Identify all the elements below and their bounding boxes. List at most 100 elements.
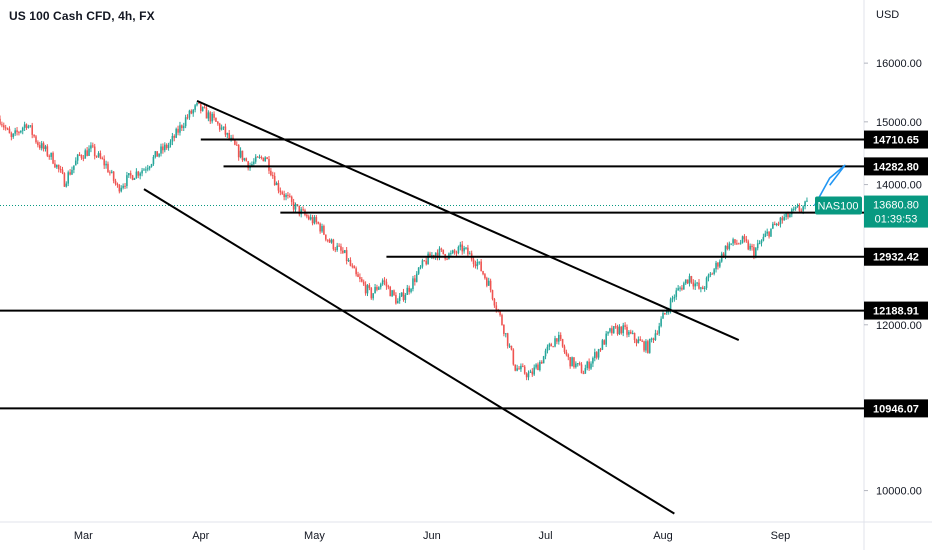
candle-body [628, 331, 630, 335]
candle-body [658, 326, 661, 334]
candle-body [141, 170, 143, 174]
candle-body [290, 196, 293, 202]
candle-body [199, 103, 202, 111]
candle-body [478, 261, 481, 263]
candle-body [0, 118, 1, 125]
candle-body [109, 172, 111, 174]
x-tick-label: Jul [539, 530, 553, 542]
candle-body [133, 178, 136, 180]
candle-body [313, 217, 316, 224]
candle-body [275, 183, 278, 186]
candle-body [124, 185, 126, 187]
candle-body [169, 141, 172, 145]
candle-body [355, 268, 357, 275]
candle-body [389, 286, 392, 297]
candle-body [692, 282, 695, 287]
candle-body [126, 175, 128, 186]
candle-body [361, 279, 363, 282]
candle-body [116, 183, 119, 186]
candle-body [486, 278, 488, 286]
candle-body [559, 334, 562, 340]
candle-body [527, 372, 530, 378]
candle-body [2, 125, 5, 128]
candle-body [681, 287, 683, 290]
candle-body [179, 125, 181, 133]
candle-body [103, 158, 105, 166]
candle-body [145, 169, 147, 171]
candle-body [516, 368, 518, 371]
candle-body [635, 340, 638, 344]
candle-body [245, 158, 248, 162]
candle-body [616, 326, 619, 335]
level-label-bg [864, 301, 928, 320]
candle-body [648, 338, 651, 353]
candle-body [741, 236, 744, 243]
candle-body [135, 171, 138, 179]
candle-body [410, 288, 412, 292]
candle-body [669, 299, 672, 312]
candle-body [326, 239, 329, 241]
candle-body [491, 290, 494, 299]
candle-body [52, 152, 54, 164]
candle-body [578, 363, 581, 365]
candle-body [44, 146, 47, 149]
candle-body [302, 209, 304, 211]
candle-body [576, 363, 579, 365]
candle-body [652, 338, 655, 340]
candle-body [575, 363, 577, 368]
candle-body [90, 145, 92, 149]
level-label: 14282.80 [873, 161, 919, 173]
candle-body [37, 142, 39, 146]
candle-body [289, 195, 291, 197]
candle-body [429, 253, 431, 258]
candle-body [31, 125, 34, 135]
candle-body [315, 217, 318, 223]
candle-body [554, 338, 556, 347]
candle-body [789, 214, 791, 218]
candle-body [425, 260, 428, 265]
candle-body [660, 318, 662, 327]
candle-body [745, 239, 748, 242]
candle-body [139, 173, 141, 176]
candle-body [148, 166, 151, 169]
candle-body [650, 338, 653, 340]
candle-body [743, 236, 746, 240]
candle-body [86, 150, 88, 156]
candle-body [677, 288, 679, 291]
candle-body [760, 240, 763, 244]
candle-body [679, 287, 681, 289]
candle-body [453, 250, 456, 253]
candle-body [306, 214, 308, 217]
candle-body [609, 328, 611, 332]
candle-body [639, 339, 642, 341]
candle-body [764, 233, 767, 237]
candle-body [48, 155, 51, 157]
candle-body [234, 140, 236, 145]
symbol-title: US 100 Cash CFD, 4h, FX [9, 9, 155, 23]
candle-body [241, 150, 244, 161]
candle-body [84, 150, 87, 159]
candle-body [78, 154, 81, 156]
candle-body [683, 283, 685, 290]
candle-body [662, 312, 664, 319]
candle-body [719, 261, 721, 267]
candle-body [436, 252, 439, 258]
candle-body [737, 243, 740, 245]
last-price-tag-bg [864, 195, 928, 228]
candle-body [751, 245, 753, 248]
candle-body [42, 143, 45, 149]
candle-body [381, 280, 384, 285]
candle-body [366, 285, 369, 294]
candle-body [563, 346, 566, 352]
candle-body [29, 125, 32, 127]
candle-body [16, 130, 18, 133]
candle-body [736, 243, 738, 245]
candle-body [120, 187, 123, 192]
bar-countdown: 01:39:53 [875, 214, 918, 226]
candle-body [8, 128, 11, 134]
candle-body [105, 163, 107, 166]
candle-body [461, 244, 464, 252]
trend-line [143, 188, 675, 515]
